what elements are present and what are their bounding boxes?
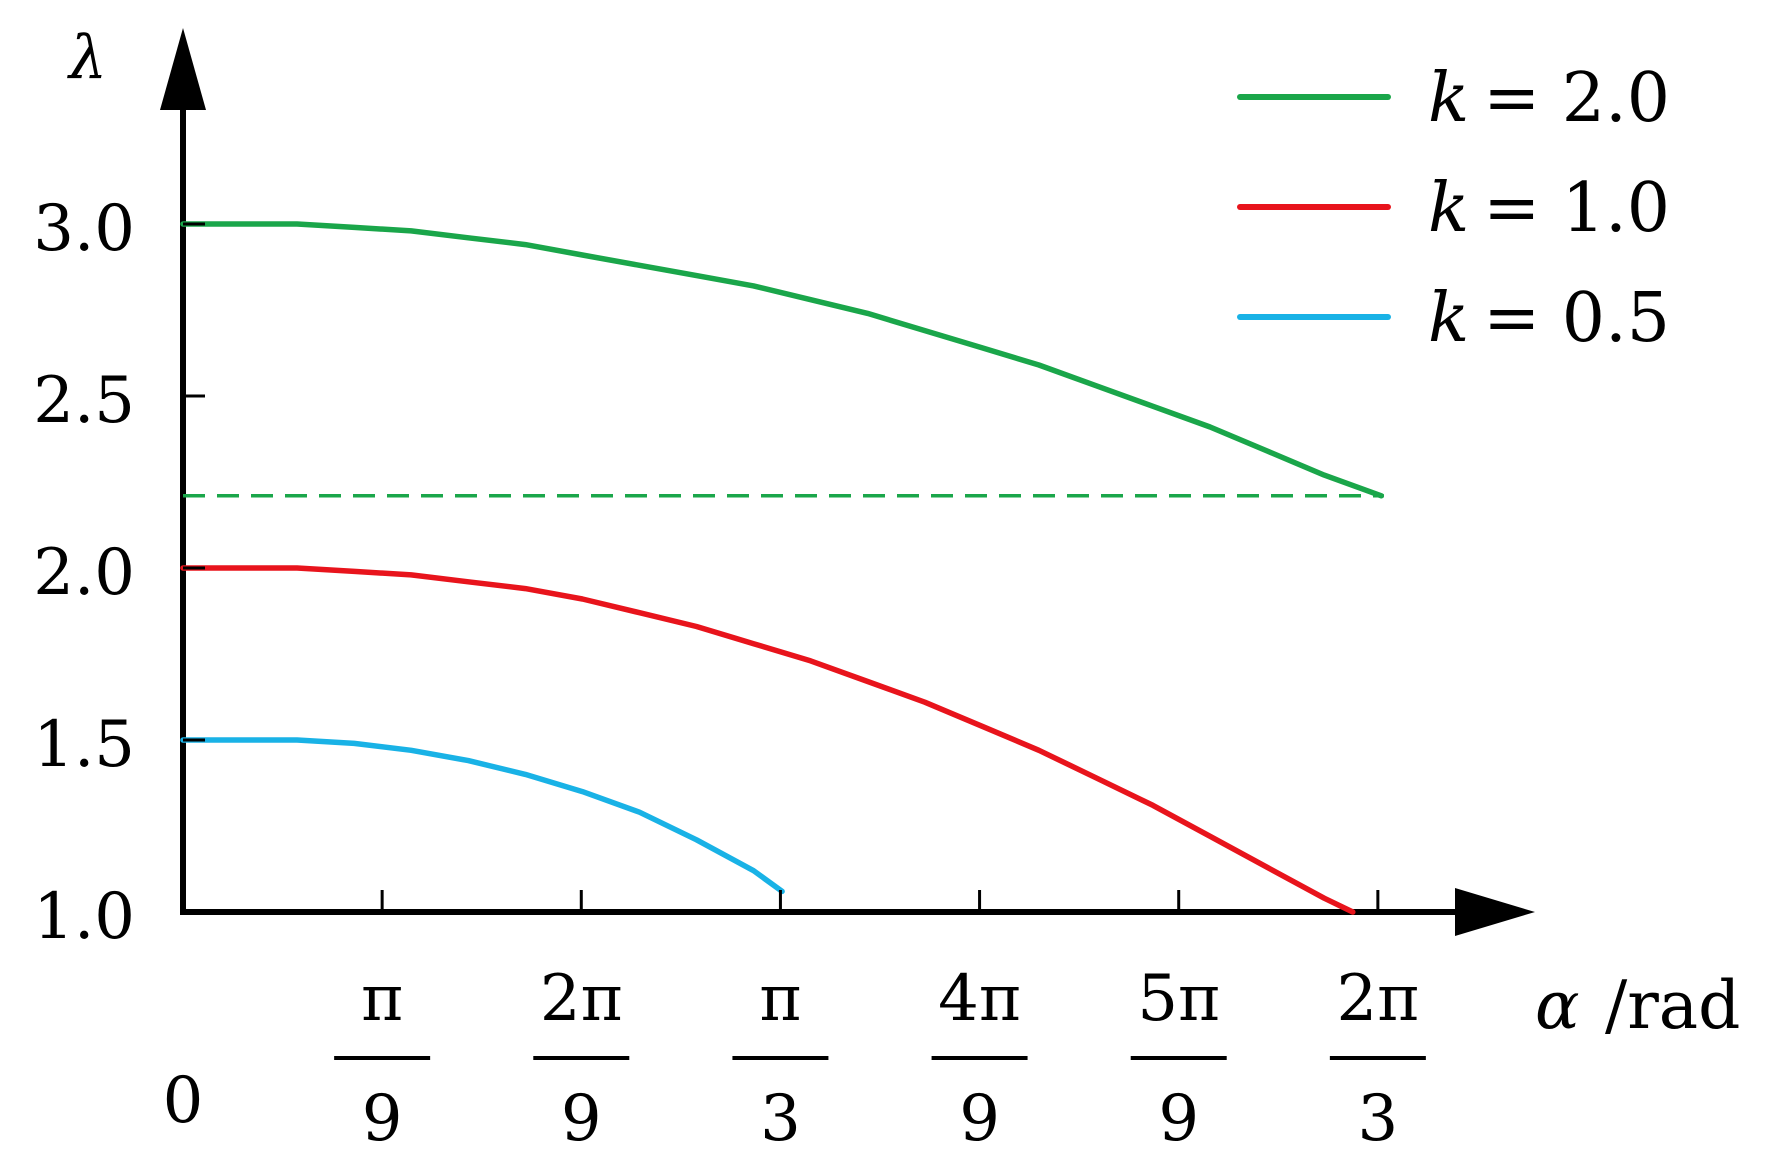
x-axis-label-unit: /rad [1605, 967, 1740, 1044]
legend-label-1: k = 1.0 [1428, 169, 1670, 248]
y-tick-label-4: 3.0 [33, 192, 135, 266]
x-axis-label: α /rad [1535, 967, 1740, 1044]
x-tick-numerator-1: π [361, 962, 403, 1036]
x-tick-numerator-3: π [759, 962, 801, 1036]
x-tick-denominator-1: 9 [362, 1082, 403, 1156]
x-tick-denominator-3: 3 [760, 1082, 801, 1156]
x-tick-denominator-6: 3 [1357, 1082, 1398, 1156]
x-axis-label-symbol: α [1535, 967, 1580, 1044]
legend-label-2: k = 0.5 [1428, 279, 1670, 358]
series-line-0 [180, 221, 1385, 499]
x-axis-arrow [1455, 888, 1535, 936]
y-tick-label-1: 1.5 [33, 708, 135, 782]
x-tick-numerator-4: 4π [938, 962, 1021, 1036]
series-lines [180, 221, 1385, 915]
series-line-1 [180, 565, 1356, 915]
y-axis-arrow [160, 28, 206, 110]
x-tick-numerator-6: 2π [1336, 962, 1419, 1036]
x-ticks: 0 π 9 2π 9 π 3 4π 9 5π 9 2π 3 [163, 890, 1426, 1156]
x-tick-denominator-5: 9 [1158, 1082, 1199, 1156]
y-tick-label-0: 1.0 [33, 880, 135, 954]
y-tick-label-2: 2.0 [33, 536, 135, 610]
series-line-2 [180, 737, 785, 895]
y-axis-label: λ [67, 23, 107, 93]
x-tick-numerator-2: 2π [540, 962, 623, 1036]
x-tick-denominator-4: 9 [959, 1082, 1000, 1156]
legend-label-0: k = 2.0 [1428, 59, 1670, 138]
x-tick-numerator-5: 5π [1137, 962, 1220, 1036]
x-tick-label-0: 0 [163, 1064, 204, 1138]
y-tick-label-3: 2.5 [33, 364, 135, 438]
x-tick-denominator-2: 9 [561, 1082, 602, 1156]
y-ticks: 1.0 1.5 2.0 2.5 3.0 [33, 192, 205, 954]
legend: k = 2.0 k = 1.0 k = 0.5 [1237, 59, 1670, 358]
